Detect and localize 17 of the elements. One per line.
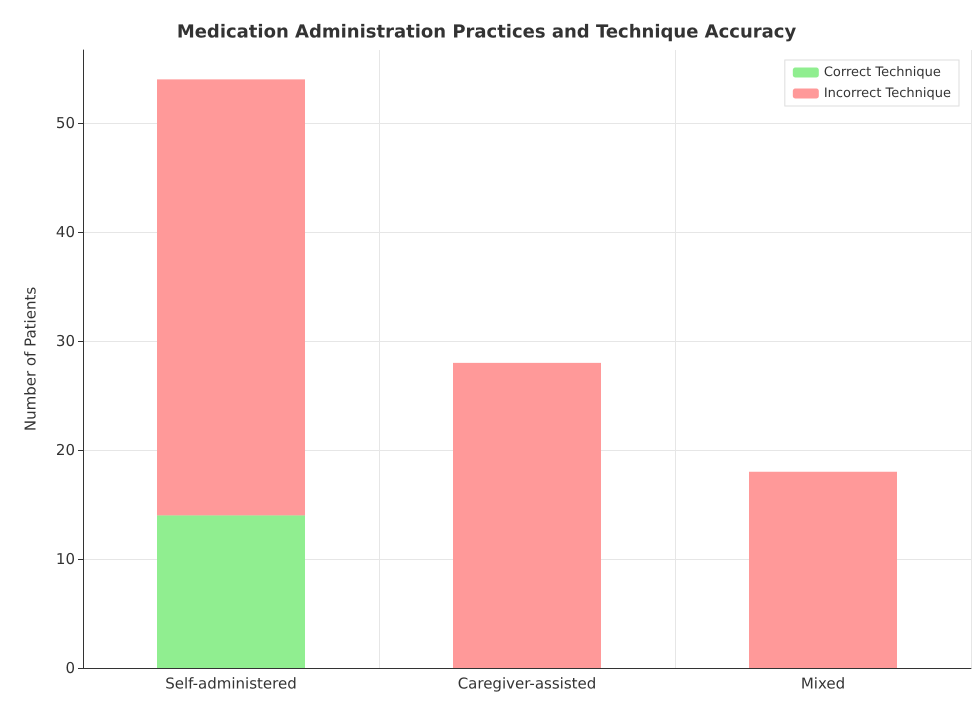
x-tick-label: Self-administered bbox=[165, 674, 297, 692]
bar bbox=[749, 472, 897, 668]
legend-label: Correct Technique bbox=[824, 65, 941, 80]
y-tick-label: 30 bbox=[56, 332, 75, 350]
y-tick-label: 10 bbox=[56, 550, 75, 568]
legend-label: Incorrect Technique bbox=[824, 86, 952, 101]
bar bbox=[157, 79, 305, 516]
y-axis-title: Number of Patients bbox=[22, 286, 40, 432]
bar bbox=[453, 362, 601, 668]
bar bbox=[157, 515, 305, 668]
x-tick-label: Caregiver-assisted bbox=[458, 674, 596, 692]
y-tick-label: 40 bbox=[56, 223, 75, 242]
x-tick-label: Mixed bbox=[800, 674, 846, 692]
y-tick-label: 0 bbox=[65, 659, 75, 677]
y-tick-label: 20 bbox=[56, 441, 75, 460]
y-tick-label: 50 bbox=[56, 114, 75, 132]
chart-title: Medication Administration Practices and Technique Accuracy bbox=[176, 22, 796, 42]
